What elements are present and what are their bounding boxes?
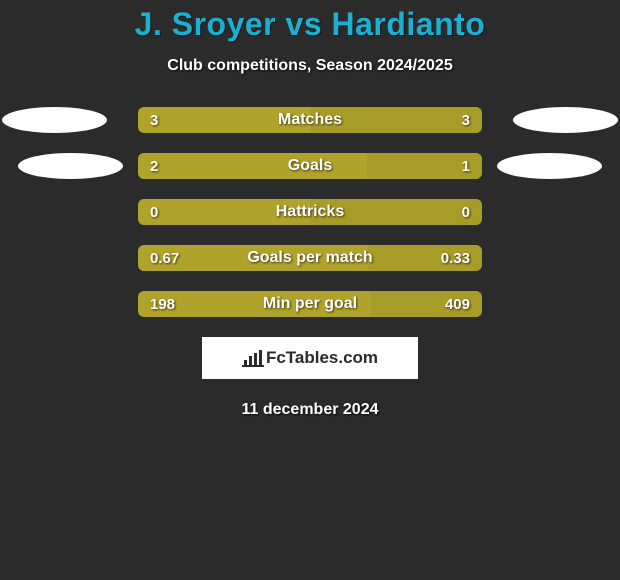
stat-bar-left-fill (138, 199, 310, 225)
stat-row: 21Goals (0, 153, 620, 179)
spacer (4, 245, 109, 271)
stat-bar-right-fill (367, 153, 482, 179)
player-marker-right (497, 153, 602, 179)
stat-bar-left-fill (138, 291, 370, 317)
player-marker-right (513, 107, 618, 133)
stat-bar: 0.670.33Goals per match (138, 245, 482, 271)
stat-bar-right-fill (370, 291, 482, 317)
spacer (511, 199, 616, 225)
spacer (511, 245, 616, 271)
stat-bar-right-fill (310, 107, 482, 133)
stat-row: 33Matches (0, 107, 620, 133)
stat-bar: 198409Min per goal (138, 291, 482, 317)
stat-bar-left-fill (138, 107, 310, 133)
player-marker-left (18, 153, 123, 179)
brand-box-inner: FcTables.com (204, 339, 416, 377)
bar-chart-icon (242, 349, 264, 367)
stat-bar: 33Matches (138, 107, 482, 133)
brand-label: FcTables.com (266, 348, 378, 368)
stat-bar-right-fill (310, 199, 482, 225)
stat-bar-right-fill (368, 245, 482, 271)
stat-bar: 21Goals (138, 153, 482, 179)
stat-bar-left-fill (138, 245, 368, 271)
brand-box[interactable]: FcTables.com (202, 337, 418, 379)
page-title: J. Sroyer vs Hardianto (0, 6, 620, 43)
comparison-widget: J. Sroyer vs Hardianto Club competitions… (0, 0, 620, 419)
spacer (511, 291, 616, 317)
stat-row: 00Hattricks (0, 199, 620, 225)
stat-bar: 00Hattricks (138, 199, 482, 225)
spacer (4, 199, 109, 225)
spacer (4, 291, 109, 317)
stat-row: 0.670.33Goals per match (0, 245, 620, 271)
subtitle: Club competitions, Season 2024/2025 (0, 57, 620, 75)
stat-bar-left-fill (138, 153, 367, 179)
stat-row: 198409Min per goal (0, 291, 620, 317)
stats-list: 33Matches 21Goals 00Hattricks 0.670.33Goals… (0, 107, 620, 317)
player-marker-left (2, 107, 107, 133)
date-label: 11 december 2024 (0, 401, 620, 419)
